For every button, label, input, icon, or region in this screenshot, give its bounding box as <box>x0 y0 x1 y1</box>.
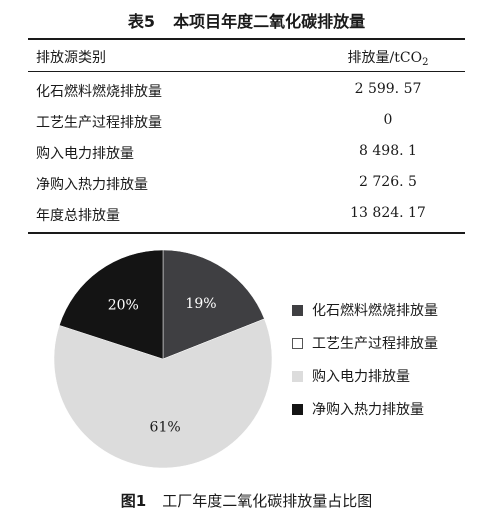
row-source: 化石燃料燃烧排放量 <box>36 84 162 100</box>
figure-number: 图1 <box>120 492 147 510</box>
table-row: 化石燃料燃烧排放量 2 599. 57 <box>28 75 465 105</box>
pie-slice-label: 19% <box>185 296 216 312</box>
table-header-row: 排放源类别 排放量/tCO2 <box>28 41 465 71</box>
row-value: 2 599. 57 <box>354 81 422 97</box>
row-source: 年度总排放量 <box>36 208 120 224</box>
table-top-rule <box>28 38 465 40</box>
header-source-category: 排放源类别 <box>36 50 106 66</box>
table-title: 表5 本项目年度二氧化碳排放量 <box>0 8 493 32</box>
legend-swatch <box>292 338 303 349</box>
figure-title: 工厂年度二氧化碳排放量占比图 <box>162 492 373 510</box>
table-row: 工艺生产过程排放量 0 <box>28 106 465 136</box>
legend-swatch <box>292 371 303 382</box>
row-value: 13 824. 17 <box>350 205 426 221</box>
header-emission-unit: 排放量/tCO <box>347 50 423 66</box>
header-emission-amount: 排放量/tCO2 <box>308 47 468 68</box>
row-source: 购入电力排放量 <box>36 146 134 162</box>
pie-slice <box>53 318 273 469</box>
legend-label: 工艺生产过程排放量 <box>312 336 438 352</box>
legend-swatch <box>292 404 303 415</box>
row-source: 工艺生产过程排放量 <box>36 115 162 131</box>
pie-slice <box>162 249 265 360</box>
table-row-total: 年度总排放量 13 824. 17 <box>28 199 465 229</box>
row-source: 净购入热力排放量 <box>36 177 148 193</box>
pie-slice-label: 61% <box>150 420 181 436</box>
legend-label: 化石燃料燃烧排放量 <box>312 303 438 319</box>
table-header-rule <box>28 71 465 72</box>
legend-label: 购入电力排放量 <box>312 369 410 385</box>
table-row: 购入电力排放量 8 498. 1 <box>28 137 465 167</box>
table-row: 净购入热力排放量 2 726. 5 <box>28 168 465 198</box>
table-title-text: 本项目年度二氧化碳排放量 <box>173 12 366 31</box>
header-emission-subscript: 2 <box>422 57 429 68</box>
row-value: 8 498. 1 <box>359 143 417 159</box>
table-bottom-rule <box>28 232 465 234</box>
pie-chart: 19%0%61%20% <box>53 249 273 469</box>
pie-slice <box>59 249 164 360</box>
row-value: 0 <box>383 112 393 128</box>
legend-swatch <box>292 305 303 316</box>
figure-caption: 图1 工厂年度二氧化碳排放量占比图 <box>0 490 493 511</box>
table-number: 表5 <box>127 12 156 31</box>
pie-slice-label: 20% <box>108 297 139 313</box>
legend-label: 净购入热力排放量 <box>312 402 424 418</box>
row-value: 2 726. 5 <box>359 174 417 190</box>
